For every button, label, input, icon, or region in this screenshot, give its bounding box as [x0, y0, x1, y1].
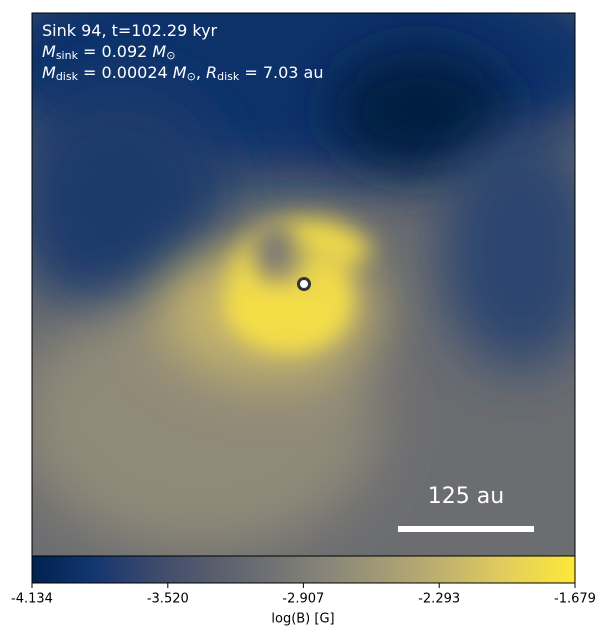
annotation-line: Mdisk = 0.00024 M⊙, Rdisk = 7.03 au: [42, 63, 323, 84]
annotation-line: Msink = 0.092 M⊙: [42, 42, 175, 63]
annotation-segment: ,: [196, 63, 206, 82]
annotation-segment: ⊙: [187, 70, 196, 83]
annotation-segment: disk: [56, 70, 79, 83]
annotation-segment: Sink 94, t=102.29 kyr: [42, 21, 218, 40]
scale-bar-label: 125 au: [428, 484, 504, 509]
annotation-segment: M: [152, 42, 166, 61]
colorbar-tick-label: -3.520: [147, 592, 189, 607]
colorbar-label: log(B) [G]: [271, 612, 334, 627]
annotation-segment: sink: [56, 49, 79, 62]
sink-marker: [297, 277, 311, 291]
annotation-segment: = 0.00024: [78, 63, 173, 82]
annotation-segment: disk: [217, 70, 240, 83]
colorbar: [31, 555, 576, 584]
annotation-segment: ⊙: [166, 49, 175, 62]
annotation-segment: M: [42, 63, 56, 82]
annotation-segment: M: [42, 42, 56, 61]
colorbar-tick-label: -1.679: [554, 592, 596, 607]
colorbar-tick-label: -2.907: [282, 592, 324, 607]
colorbar-tick-label: -4.134: [11, 592, 53, 607]
annotation-segment: = 7.03 au: [239, 63, 323, 82]
annotation-segment: = 0.092: [78, 42, 152, 61]
colorbar-tick-label: -2.293: [418, 592, 460, 607]
annotation-line: Sink 94, t=102.29 kyr: [42, 21, 218, 40]
annotation-segment: M: [173, 63, 187, 82]
field-image: [32, 13, 575, 556]
annotation-segment: R: [206, 63, 217, 82]
